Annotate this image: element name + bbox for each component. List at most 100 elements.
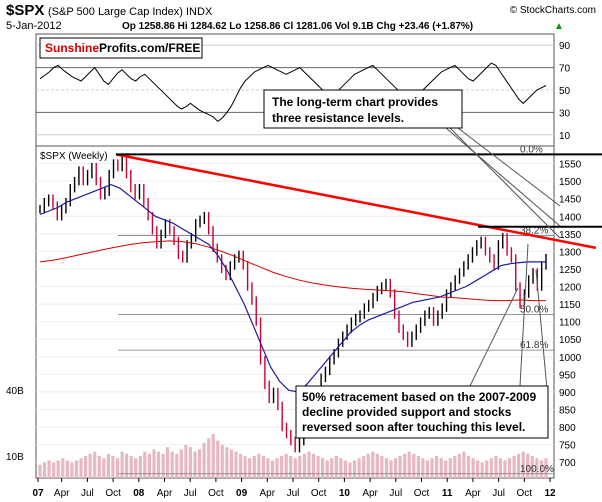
volume-bar: [138, 456, 142, 478]
annotation-pointer-line: [519, 243, 529, 387]
volume-bar: [280, 456, 284, 478]
price-tick-label: 1350: [559, 230, 582, 241]
price-tick-label: 900: [559, 388, 576, 399]
annotation-support-line1: 50% retracement based on the 2007-2009: [302, 390, 536, 404]
volume-bar: [480, 462, 484, 478]
fib-level-label: 0.0%: [520, 144, 543, 155]
annotation-pointer-line: [457, 127, 561, 207]
x-tick-label: Jul: [492, 488, 505, 499]
credit-text: © StockCharts.com: [510, 5, 596, 16]
volume-bar: [476, 460, 480, 478]
volume-bar: [321, 458, 325, 478]
volume-bar: [343, 460, 347, 478]
volume-bar: [239, 453, 243, 478]
volume-bar: [61, 458, 65, 478]
volume-bar: [47, 460, 51, 478]
volume-bar: [507, 458, 512, 478]
price-tick-label: 1550: [559, 160, 582, 171]
annotation-support-line3: reversed soon after touching this level.: [302, 420, 525, 434]
volume-bar: [334, 456, 338, 478]
moving-average-fast: [39, 183, 546, 393]
annotation-support-box: [295, 385, 549, 439]
volume-bar: [56, 460, 60, 478]
volume-bar: [466, 456, 471, 478]
volume-bar: [275, 458, 279, 478]
annotation-pointer-line: [445, 127, 561, 227]
volume-bar: [88, 453, 92, 478]
x-tick-label: Oct: [414, 488, 430, 499]
x-tick-label: 10: [339, 488, 351, 499]
volume-bar: [462, 451, 466, 478]
volume-bar: [134, 458, 138, 478]
price-tick-label: 1500: [559, 177, 582, 188]
volume-bar: [129, 456, 133, 478]
volume-bar: [539, 460, 543, 478]
x-tick-label: Apr: [362, 488, 378, 499]
rsi-tick-label: 10: [559, 131, 571, 142]
volume-bar: [293, 458, 297, 478]
volume-bar: [494, 456, 498, 478]
volume-bar: [106, 453, 110, 478]
volume-bar: [289, 456, 293, 478]
volume-bar: [102, 458, 106, 478]
volume-bar: [93, 451, 97, 478]
date-label: 5-Jan-2012: [6, 20, 62, 32]
volume-bar: [362, 456, 366, 478]
price-panel-label: $SPX (Weekly): [40, 151, 108, 162]
volume-bar: [448, 458, 452, 478]
annotation-resistance-line1: The long-term chart provides: [272, 95, 438, 109]
volume-bar: [147, 453, 151, 478]
volume-bar: [521, 451, 525, 478]
volume-bar: [207, 438, 211, 478]
annotation-pointer-line: [449, 127, 561, 239]
volume-bar: [234, 451, 238, 478]
volume-bar: [530, 456, 534, 478]
volume-bar: [161, 453, 165, 478]
x-tick-label: Jul: [81, 488, 94, 499]
price-tick-label: 1400: [559, 212, 582, 223]
volume-bar: [439, 458, 443, 478]
volume-bar: [74, 460, 79, 478]
volume-bar: [152, 449, 156, 478]
price-tick-label: 1050: [559, 335, 582, 346]
rsi-line: [39, 62, 547, 123]
volume-bar: [489, 458, 493, 478]
x-tick-label: Oct: [105, 488, 121, 499]
volume-bar: [70, 462, 74, 478]
volume-bar: [216, 440, 220, 478]
brand-profits: Profits.com/FREE: [99, 41, 200, 55]
volume-bar: [261, 456, 265, 478]
brand-logo[interactable]: SunshineProfits.com/FREE: [45, 41, 200, 55]
volume-bar: [220, 445, 224, 478]
volume-tick-label: 10B: [6, 452, 24, 463]
volume-bar: [175, 453, 179, 478]
volume-bar: [120, 451, 124, 478]
x-tick-label: Apr: [465, 488, 481, 499]
annotation-resistance-box: [263, 89, 463, 129]
volume-bar: [84, 456, 88, 478]
x-tick-label: Jul: [389, 488, 402, 499]
x-tick-label: 12: [544, 488, 556, 499]
volume-bar: [166, 447, 170, 478]
volume-bar: [257, 453, 261, 478]
volume-bar: [43, 462, 47, 478]
price-tick-label: 1450: [559, 195, 582, 206]
up-arrow-icon: ▲: [554, 21, 564, 32]
price-tick-label: 1200: [559, 283, 582, 294]
price-tick-label: 800: [559, 423, 576, 434]
volume-bar: [535, 458, 539, 478]
volume-bar: [188, 447, 192, 478]
volume-bar: [485, 460, 489, 478]
volume-bar: [193, 451, 197, 478]
x-tick-label: Oct: [208, 488, 224, 499]
brand-badge[interactable]: [39, 37, 203, 59]
volume-bar: [65, 460, 69, 478]
volume-bar: [111, 456, 115, 478]
volume-bar: [184, 445, 188, 478]
volume-bar: [407, 451, 411, 478]
x-tick-label: Oct: [517, 488, 533, 499]
volume-bar: [266, 458, 270, 478]
x-tick-label: Oct: [311, 488, 327, 499]
volume-bar: [512, 456, 516, 478]
x-axis: 07 Apr Jul Oct 08 Apr Jul Oct 09 Apr Jul Oct 10 Apr Ju…: [32, 478, 556, 499]
